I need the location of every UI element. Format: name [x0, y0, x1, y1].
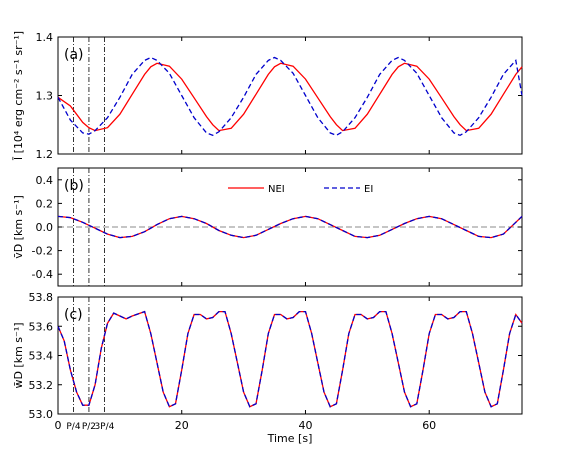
x-tick-label: 20: [175, 419, 189, 432]
panel-a: 1.2 1.3 1.4 (a) Ī [10⁴ erg cm⁻² s⁻¹ sr⁻¹]: [12, 31, 523, 161]
y-tick-label: 53.2: [29, 379, 54, 392]
x-axis: 0 20 40 60 P/4 P/23P/4 Time [s]: [55, 419, 437, 445]
panel-label: (c): [64, 307, 83, 323]
y-axis-label: w̄D [km s⁻¹]: [12, 322, 25, 388]
y-tick-label: 0.4: [36, 174, 54, 187]
plot-frame: [57, 296, 523, 415]
series-ei-line: [57, 310, 523, 408]
y-tick-label: 53.0: [29, 408, 54, 421]
legend: NEI EI: [228, 184, 373, 195]
period-marker-label: 3P/4: [94, 422, 114, 432]
y-tick-label: 1.4: [36, 31, 54, 44]
y-axis-label: v̄D [km s⁻¹]: [12, 195, 25, 259]
y-tick-label: 53.8: [29, 291, 54, 304]
series-ei-line: [57, 215, 523, 239]
legend-label-nei: NEI: [268, 184, 285, 195]
x-tick-label: 0: [55, 419, 62, 432]
period-marker-label: P/2: [82, 422, 96, 432]
plot-frame: [57, 167, 523, 287]
y-tick-label: 0.2: [36, 197, 54, 210]
panel-b: -0.4 -0.2 0.0 0.2 0.4 (b) v̄D [km s⁻¹]: [12, 167, 523, 287]
period-marker-label: P/4: [66, 422, 80, 432]
series-nei-line: [57, 62, 523, 132]
x-axis-label: Time [s]: [267, 432, 313, 445]
y-tick-label: 1.2: [36, 148, 54, 161]
panel-label: (a): [64, 47, 84, 63]
legend-label-ei: EI: [364, 184, 373, 195]
y-tick-label: -0.2: [32, 245, 53, 258]
plot-frame: [57, 36, 523, 155]
y-tick-label: 53.6: [29, 320, 54, 333]
x-tick-label: 40: [298, 419, 312, 432]
y-tick-label: 1.3: [36, 90, 54, 103]
series-ei-line: [57, 56, 523, 137]
panel-label: (b): [64, 178, 84, 194]
y-tick-label: 0.0: [36, 221, 54, 234]
y-tick-label: -0.4: [32, 268, 53, 281]
y-axis-label: Ī [10⁴ erg cm⁻² s⁻¹ sr⁻¹]: [12, 31, 25, 160]
y-tick-label: 53.4: [29, 350, 54, 363]
x-tick-label: 60: [422, 419, 436, 432]
panel-c: 53.0 53.2 53.4 53.6 53.8 (c) w̄D [km s⁻¹]: [12, 291, 523, 421]
series-nei-line: [57, 310, 523, 408]
